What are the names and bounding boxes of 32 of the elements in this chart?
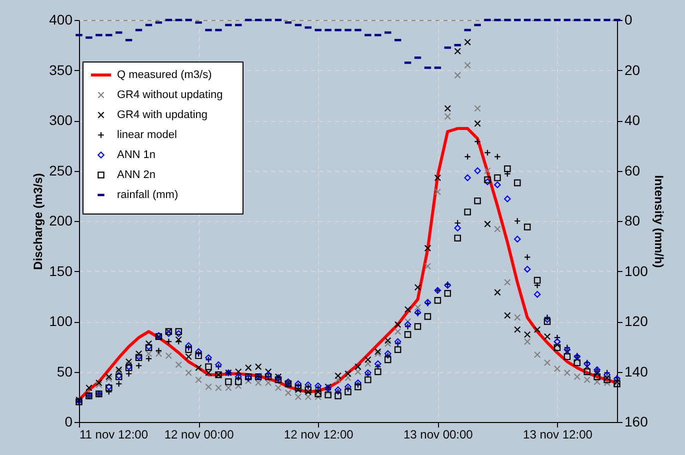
y2-tick-label: 0: [624, 12, 632, 28]
x-tick-label: 11 nov 12:00: [80, 428, 148, 442]
legend-label: ANN 2n: [117, 169, 156, 181]
legend-label: GR4 without updating: [117, 89, 223, 101]
y-tick-label: 300: [49, 112, 73, 128]
y-tick-label: 400: [49, 12, 73, 28]
y2-tick-label: 60: [624, 162, 640, 178]
y-tick-label: 350: [49, 62, 73, 78]
y-axis-title: Discharge (m3/s): [31, 173, 46, 270]
y-tick-label: 250: [49, 162, 73, 178]
legend-label: Q measured (m3/s): [117, 69, 212, 81]
legend-label: rainfall (mm): [117, 189, 178, 201]
y-tick-label: 150: [49, 262, 73, 279]
y-tick-label: 0: [64, 414, 73, 430]
y2-tick-label: 120: [624, 313, 648, 329]
y2-tick-label: 40: [624, 112, 640, 128]
y2-tick-label: 140: [624, 363, 648, 380]
legend-label: ANN 1n: [117, 149, 156, 161]
y2-axis-title: Intensity (mm/h): [652, 175, 666, 268]
legend-label: GR4 with updating: [117, 109, 208, 121]
x-tick-label: 12 nov 00:00: [164, 428, 234, 442]
y2-tick-label: 80: [624, 212, 640, 228]
y2-tick-label: 100: [624, 262, 648, 279]
y2-tick-label: 160: [624, 414, 648, 430]
y-tick-label: 200: [49, 212, 73, 228]
y-tick-label: 50: [56, 363, 73, 380]
x-tick-label: 13 nov 00:00: [403, 428, 474, 442]
y-tick-label: 100: [49, 313, 73, 329]
x-tick-label: 12 nov 12:00: [284, 428, 354, 442]
x-tick-label: 13 nov 12:00: [523, 428, 593, 442]
legend-label: linear model: [117, 129, 177, 141]
y2-tick-label: 20: [624, 62, 640, 78]
